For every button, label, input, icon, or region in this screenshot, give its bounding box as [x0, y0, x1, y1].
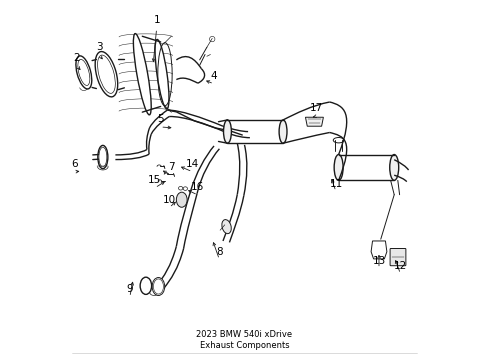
Text: 9: 9 [126, 284, 133, 294]
Ellipse shape [76, 56, 92, 89]
Text: 2023 BMW 540i xDrive
Exhaust Components: 2023 BMW 540i xDrive Exhaust Components [196, 329, 292, 350]
Polygon shape [305, 117, 323, 126]
Ellipse shape [223, 120, 231, 143]
Polygon shape [370, 241, 386, 259]
Text: 15: 15 [148, 175, 161, 185]
Ellipse shape [389, 154, 398, 180]
Text: 16: 16 [191, 182, 204, 192]
Text: 3: 3 [96, 42, 102, 52]
Ellipse shape [152, 278, 164, 296]
Ellipse shape [95, 51, 118, 97]
Text: 5: 5 [157, 114, 163, 124]
Ellipse shape [279, 120, 286, 143]
Text: 13: 13 [371, 256, 385, 266]
Ellipse shape [133, 33, 151, 115]
Text: 10: 10 [163, 195, 175, 205]
Text: 7: 7 [167, 162, 174, 172]
Ellipse shape [98, 145, 108, 169]
Ellipse shape [155, 40, 169, 109]
Ellipse shape [222, 220, 231, 234]
Text: 4: 4 [210, 71, 217, 81]
Text: 11: 11 [328, 179, 342, 189]
Text: 14: 14 [185, 159, 199, 169]
Text: 12: 12 [393, 261, 407, 271]
Ellipse shape [176, 192, 187, 207]
Text: 17: 17 [309, 103, 322, 113]
Text: 8: 8 [216, 247, 222, 257]
FancyBboxPatch shape [389, 248, 405, 266]
Ellipse shape [333, 154, 343, 180]
Ellipse shape [140, 277, 151, 294]
Text: 1: 1 [153, 15, 160, 26]
Text: 6: 6 [71, 159, 77, 169]
Text: 2: 2 [74, 53, 80, 63]
